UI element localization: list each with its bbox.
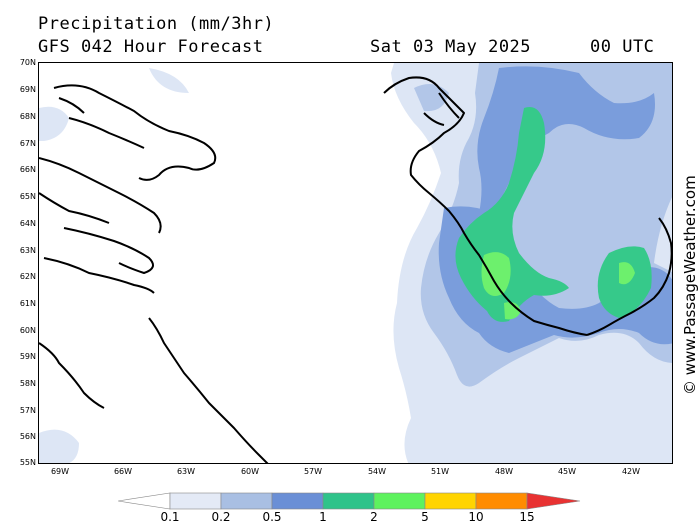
lat-label: 69N (19, 85, 36, 94)
legend-swatch-above-15 (526, 492, 581, 510)
lon-label: 60W (240, 467, 260, 476)
legend-label: 0.2 (211, 510, 231, 524)
credit-text: © www.PassageWeather.com (681, 175, 699, 395)
map-canvas (39, 63, 672, 463)
legend-swatch-below-0.1 (117, 492, 171, 510)
legend-swatch (424, 492, 477, 510)
legend-swatch (322, 492, 375, 510)
map-title: Precipitation (mm/3hr) (38, 14, 275, 34)
legend-swatch (169, 492, 222, 510)
legend-swatch (220, 492, 273, 510)
lat-label: 57N (19, 406, 36, 415)
lat-label: 68N (19, 112, 36, 121)
baffin-island-coast (53, 84, 217, 181)
lat-label: 64N (19, 219, 36, 228)
lon-label: 57W (303, 467, 323, 476)
lon-label: 42W (621, 467, 641, 476)
labrador-coast (63, 227, 154, 274)
legend-label: 10 (468, 510, 484, 524)
lat-label: 70N (19, 58, 36, 67)
lat-label: 56N (19, 432, 36, 441)
coastlines (39, 76, 672, 463)
lat-label: 60N (19, 326, 36, 335)
legend-label: 5 (421, 510, 429, 524)
lon-label: 69W (50, 467, 70, 476)
lat-label: 55N (19, 458, 36, 467)
legend-swatch (475, 492, 528, 510)
lat-label: 62N (19, 272, 36, 281)
legend-swatch (271, 492, 324, 510)
lat-label: 63N (19, 246, 36, 255)
precip-legend: 0.1 0.2 0.5 1 2 5 10 15 (117, 492, 588, 524)
forecast-subtitle: GFS 042 Hour Forecast (38, 37, 264, 57)
lon-label: 63W (176, 467, 196, 476)
legend-swatch (373, 492, 426, 510)
greenland-south-tip (586, 217, 672, 336)
lon-label: 48W (494, 467, 514, 476)
precipitation-map (38, 62, 673, 464)
copyright-credit: © www.PassageWeather.com (681, 175, 699, 395)
legend-label: 1 (319, 510, 327, 524)
lat-label: 59N (19, 352, 36, 361)
lat-label: 65N (19, 192, 36, 201)
legend-label: 15 (519, 510, 535, 524)
lat-label: 66N (19, 165, 36, 174)
legend-label: 2 (370, 510, 378, 524)
lon-label: 45W (557, 467, 577, 476)
lat-label: 58N (19, 379, 36, 388)
precip-very-heavy (481, 252, 635, 320)
legend-bar (117, 492, 581, 510)
lat-label: 61N (19, 299, 36, 308)
forecast-time: 00 UTC (590, 37, 655, 57)
lat-label: 67N (19, 139, 36, 148)
lon-label: 51W (430, 467, 450, 476)
legend-label: 0.5 (262, 510, 282, 524)
greenland-west-coast (383, 76, 588, 336)
legend-label: 0.1 (160, 510, 180, 524)
lon-label: 54W (367, 467, 387, 476)
forecast-date: Sat 03 May 2025 (370, 37, 532, 57)
lon-label: 66W (113, 467, 133, 476)
